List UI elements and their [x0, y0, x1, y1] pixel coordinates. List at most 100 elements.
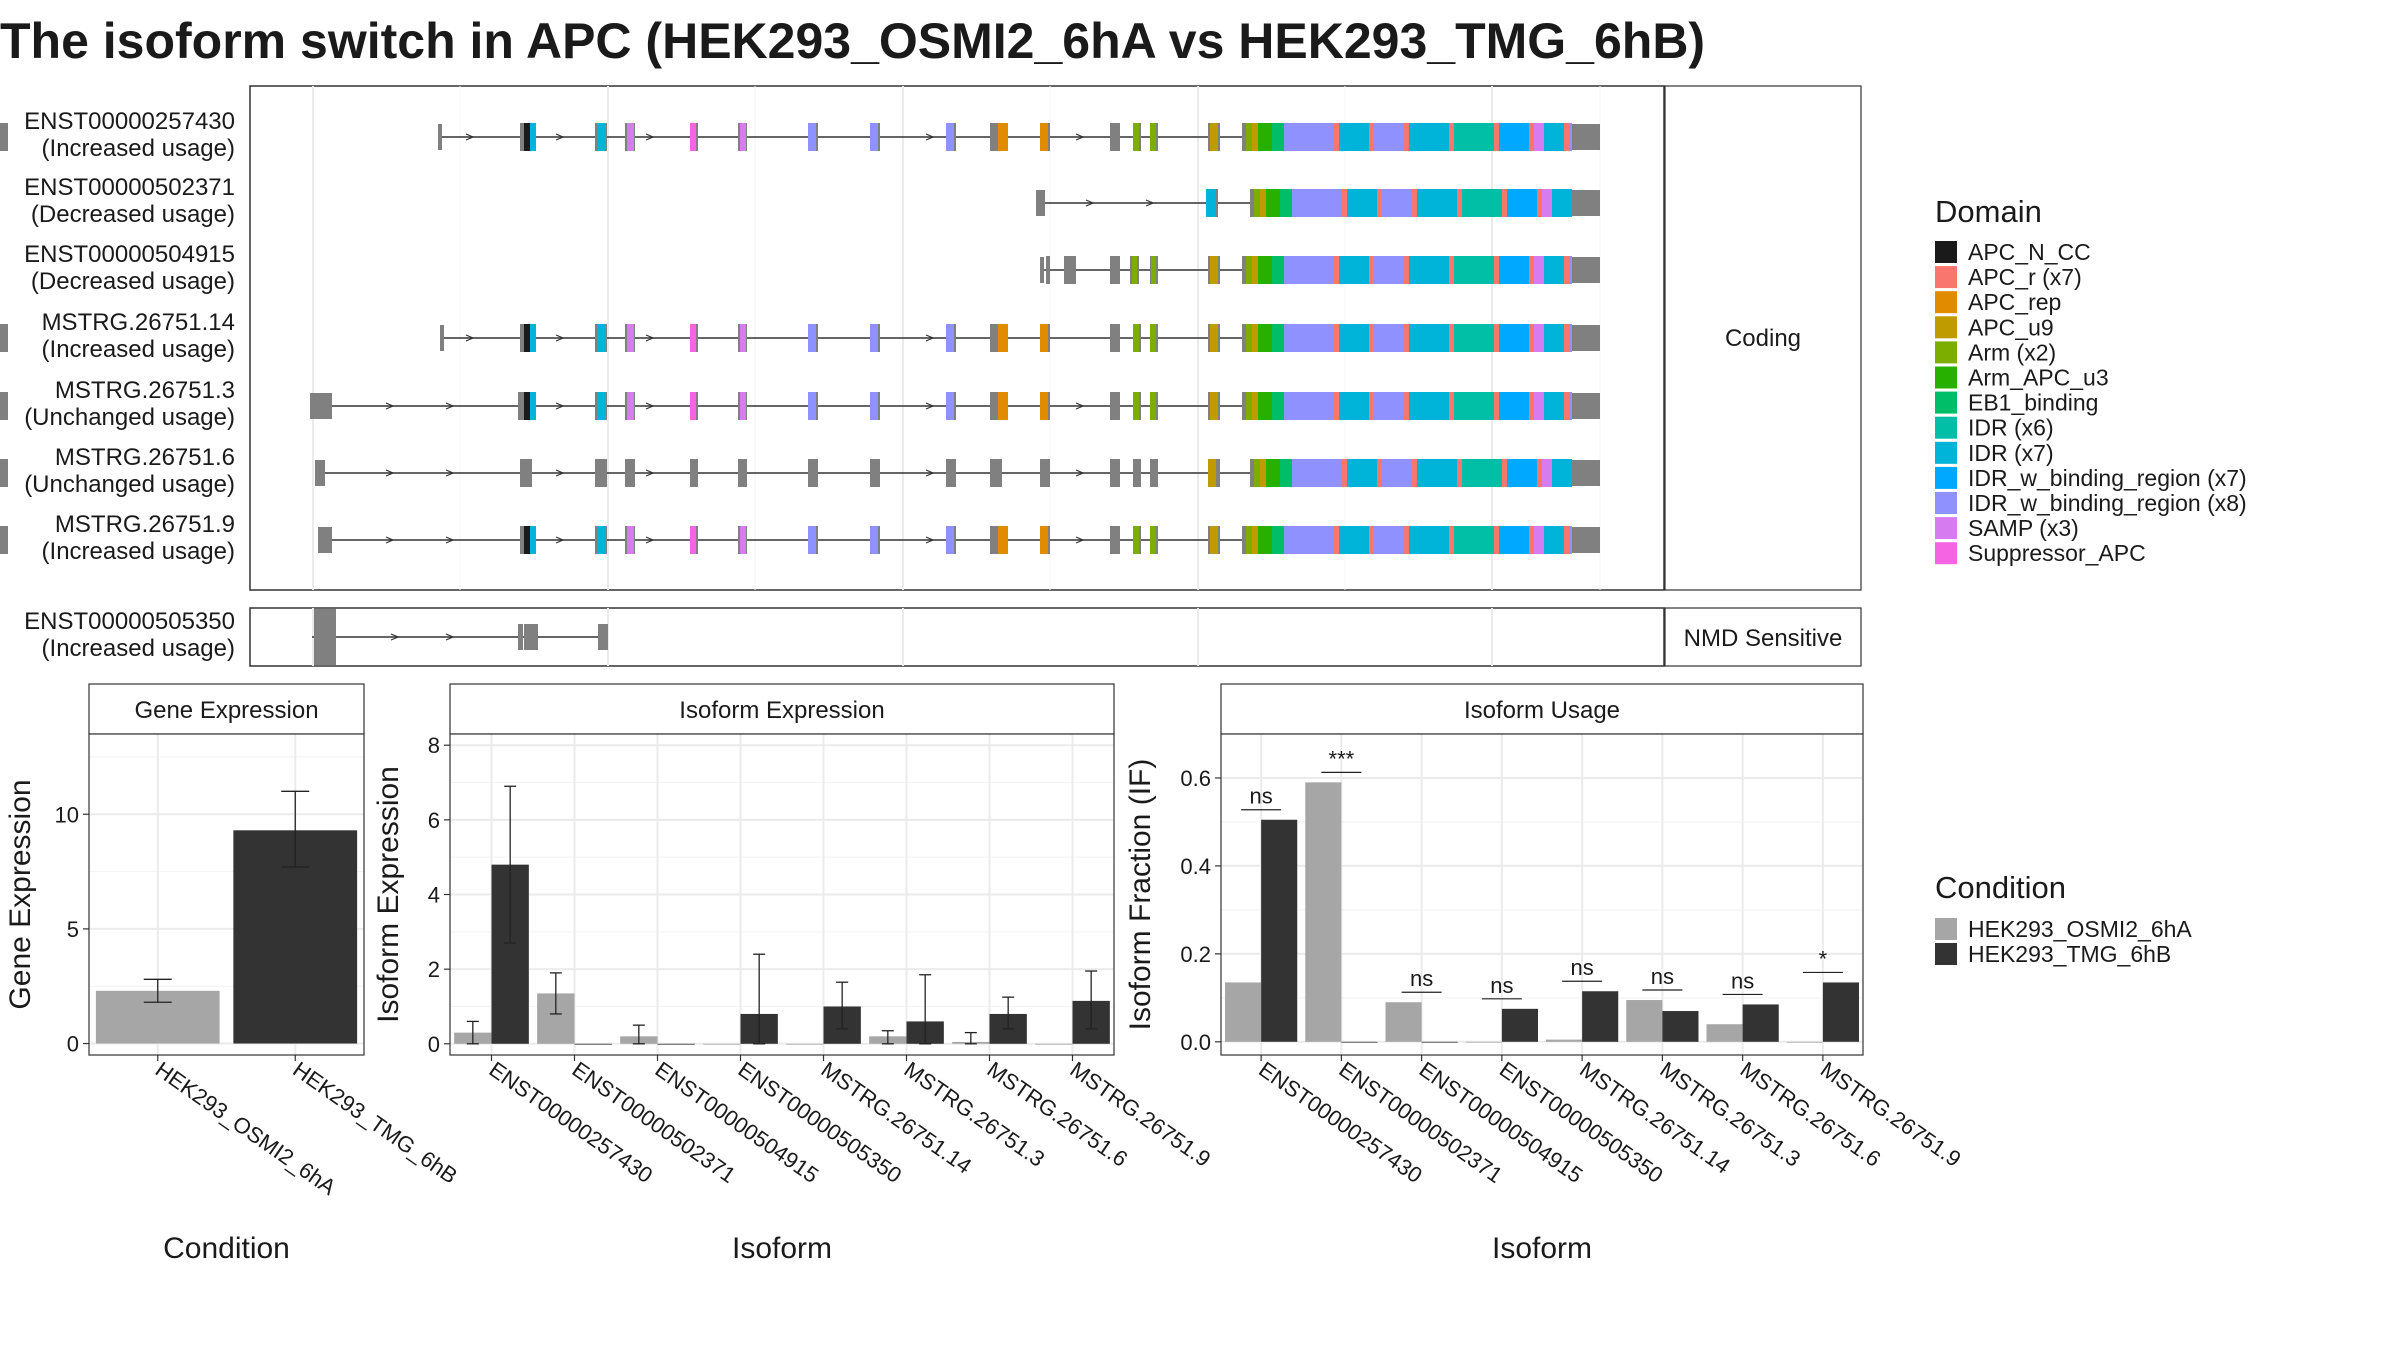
- domain-block: [1369, 392, 1374, 420]
- exon: [1036, 190, 1045, 216]
- domain-block: [1272, 526, 1284, 554]
- domain-block: [1507, 189, 1537, 217]
- bar: [1035, 1043, 1073, 1045]
- utr-3prime: [1572, 124, 1600, 150]
- domain-block: [597, 526, 606, 554]
- domain-block: [740, 392, 746, 420]
- plot-border: [449, 733, 1115, 1056]
- domain-block: [1374, 526, 1404, 554]
- exon: [1110, 392, 1120, 420]
- strand-arrow: [645, 334, 655, 342]
- legend-label: IDR_w_binding_region (x8): [1968, 490, 2247, 516]
- strand-arrow: [555, 536, 565, 544]
- transcript-label: MSTRG.26751.14: [42, 309, 235, 336]
- domain-block: [1260, 459, 1266, 487]
- domain-block: [870, 392, 878, 420]
- exon: [1110, 526, 1120, 554]
- significance-label: ns: [1651, 964, 1674, 989]
- exon: [0, 392, 8, 420]
- domain-block: [1334, 324, 1339, 352]
- bar: [1465, 1041, 1502, 1043]
- strip-nmd: [1664, 607, 1862, 667]
- domain-block: [870, 526, 878, 554]
- domain-block: [1258, 256, 1272, 284]
- domain-block: [1404, 392, 1409, 420]
- plot-border: [1220, 733, 1864, 1056]
- domain-block: [1210, 256, 1218, 284]
- strand-arrow: [645, 133, 655, 141]
- legend-label: IDR (x6): [1968, 415, 2054, 441]
- strand-arrow: [445, 469, 455, 477]
- strand-arrow: [1085, 199, 1095, 207]
- legend-key: [1935, 918, 1957, 940]
- domain-block: [998, 392, 1008, 420]
- exon: [0, 123, 8, 151]
- domain-block: [1252, 324, 1258, 352]
- domain-block: [1409, 324, 1449, 352]
- strand-arrow: [555, 469, 565, 477]
- panel-strip: [449, 683, 1115, 735]
- domain-block: [1462, 189, 1502, 217]
- transcript-row: [312, 609, 608, 665]
- strand-arrow: [385, 536, 395, 544]
- domain-block: [1374, 324, 1404, 352]
- domain-block: [1374, 123, 1404, 151]
- legend-label: HEK293_TMG_6hB: [1968, 941, 2171, 967]
- utr-3prime: [1572, 325, 1600, 351]
- domain-block: [1150, 324, 1156, 352]
- significance-label: ns: [1731, 968, 1754, 993]
- domain-block: [1347, 189, 1377, 217]
- domain-block: [1339, 123, 1369, 151]
- domain-block: [1454, 324, 1494, 352]
- strand-arrow: [555, 133, 565, 141]
- strand-arrow: [925, 402, 935, 410]
- transcript-label: ENST00000504915: [24, 241, 235, 268]
- legend-label: APC_N_CC: [1968, 239, 2091, 265]
- domain-block: [1564, 392, 1569, 420]
- domain-block: [1334, 526, 1339, 554]
- domain-block: [1272, 256, 1284, 284]
- domain-block: [1208, 459, 1216, 487]
- domain-block: [808, 123, 816, 151]
- domain-block: [1040, 324, 1048, 352]
- exon: [315, 460, 325, 486]
- y-axis-title: Isoform Expression: [372, 766, 405, 1023]
- domain-block: [1342, 459, 1347, 487]
- domain-block: [1412, 189, 1417, 217]
- domain-block: [1564, 324, 1569, 352]
- legend-label: HEK293_OSMI2_6hA: [1968, 916, 2192, 942]
- domain-block: [1454, 392, 1494, 420]
- legend-key: [1935, 291, 1957, 314]
- domain-block: [1284, 526, 1334, 554]
- exon: [1133, 459, 1141, 487]
- bar: [1662, 1011, 1699, 1042]
- domain-block: [1569, 123, 1572, 151]
- bar: [1626, 1000, 1663, 1042]
- x-axis-title: Isoform: [732, 1232, 832, 1265]
- domain-block: [1334, 392, 1339, 420]
- legend-label: Arm (x2): [1968, 339, 2056, 365]
- domain-block: [1246, 123, 1252, 151]
- legend-key: [1935, 266, 1957, 289]
- domain-block: [627, 123, 634, 151]
- domain-block: [1210, 324, 1218, 352]
- strand-arrow: [390, 633, 400, 641]
- strand-arrow: [555, 334, 565, 342]
- transcript-label: MSTRG.26751.9: [55, 511, 235, 538]
- domain-block: [998, 324, 1008, 352]
- domain-block: [1412, 459, 1417, 487]
- y-tick-label: 0.0: [1180, 1030, 1211, 1055]
- exon: [625, 459, 635, 487]
- transcript-status: (Increased usage): [42, 538, 235, 565]
- strand-arrow: [465, 133, 475, 141]
- domain-block: [1494, 526, 1499, 554]
- strand-arrow: [1075, 402, 1085, 410]
- exon: [318, 527, 332, 553]
- domain-block: [1258, 526, 1272, 554]
- legend-key: [1935, 416, 1957, 439]
- significance-label: ns: [1490, 973, 1513, 998]
- transcript-label: MSTRG.26751.3: [55, 377, 235, 404]
- legend-key: [1935, 492, 1957, 514]
